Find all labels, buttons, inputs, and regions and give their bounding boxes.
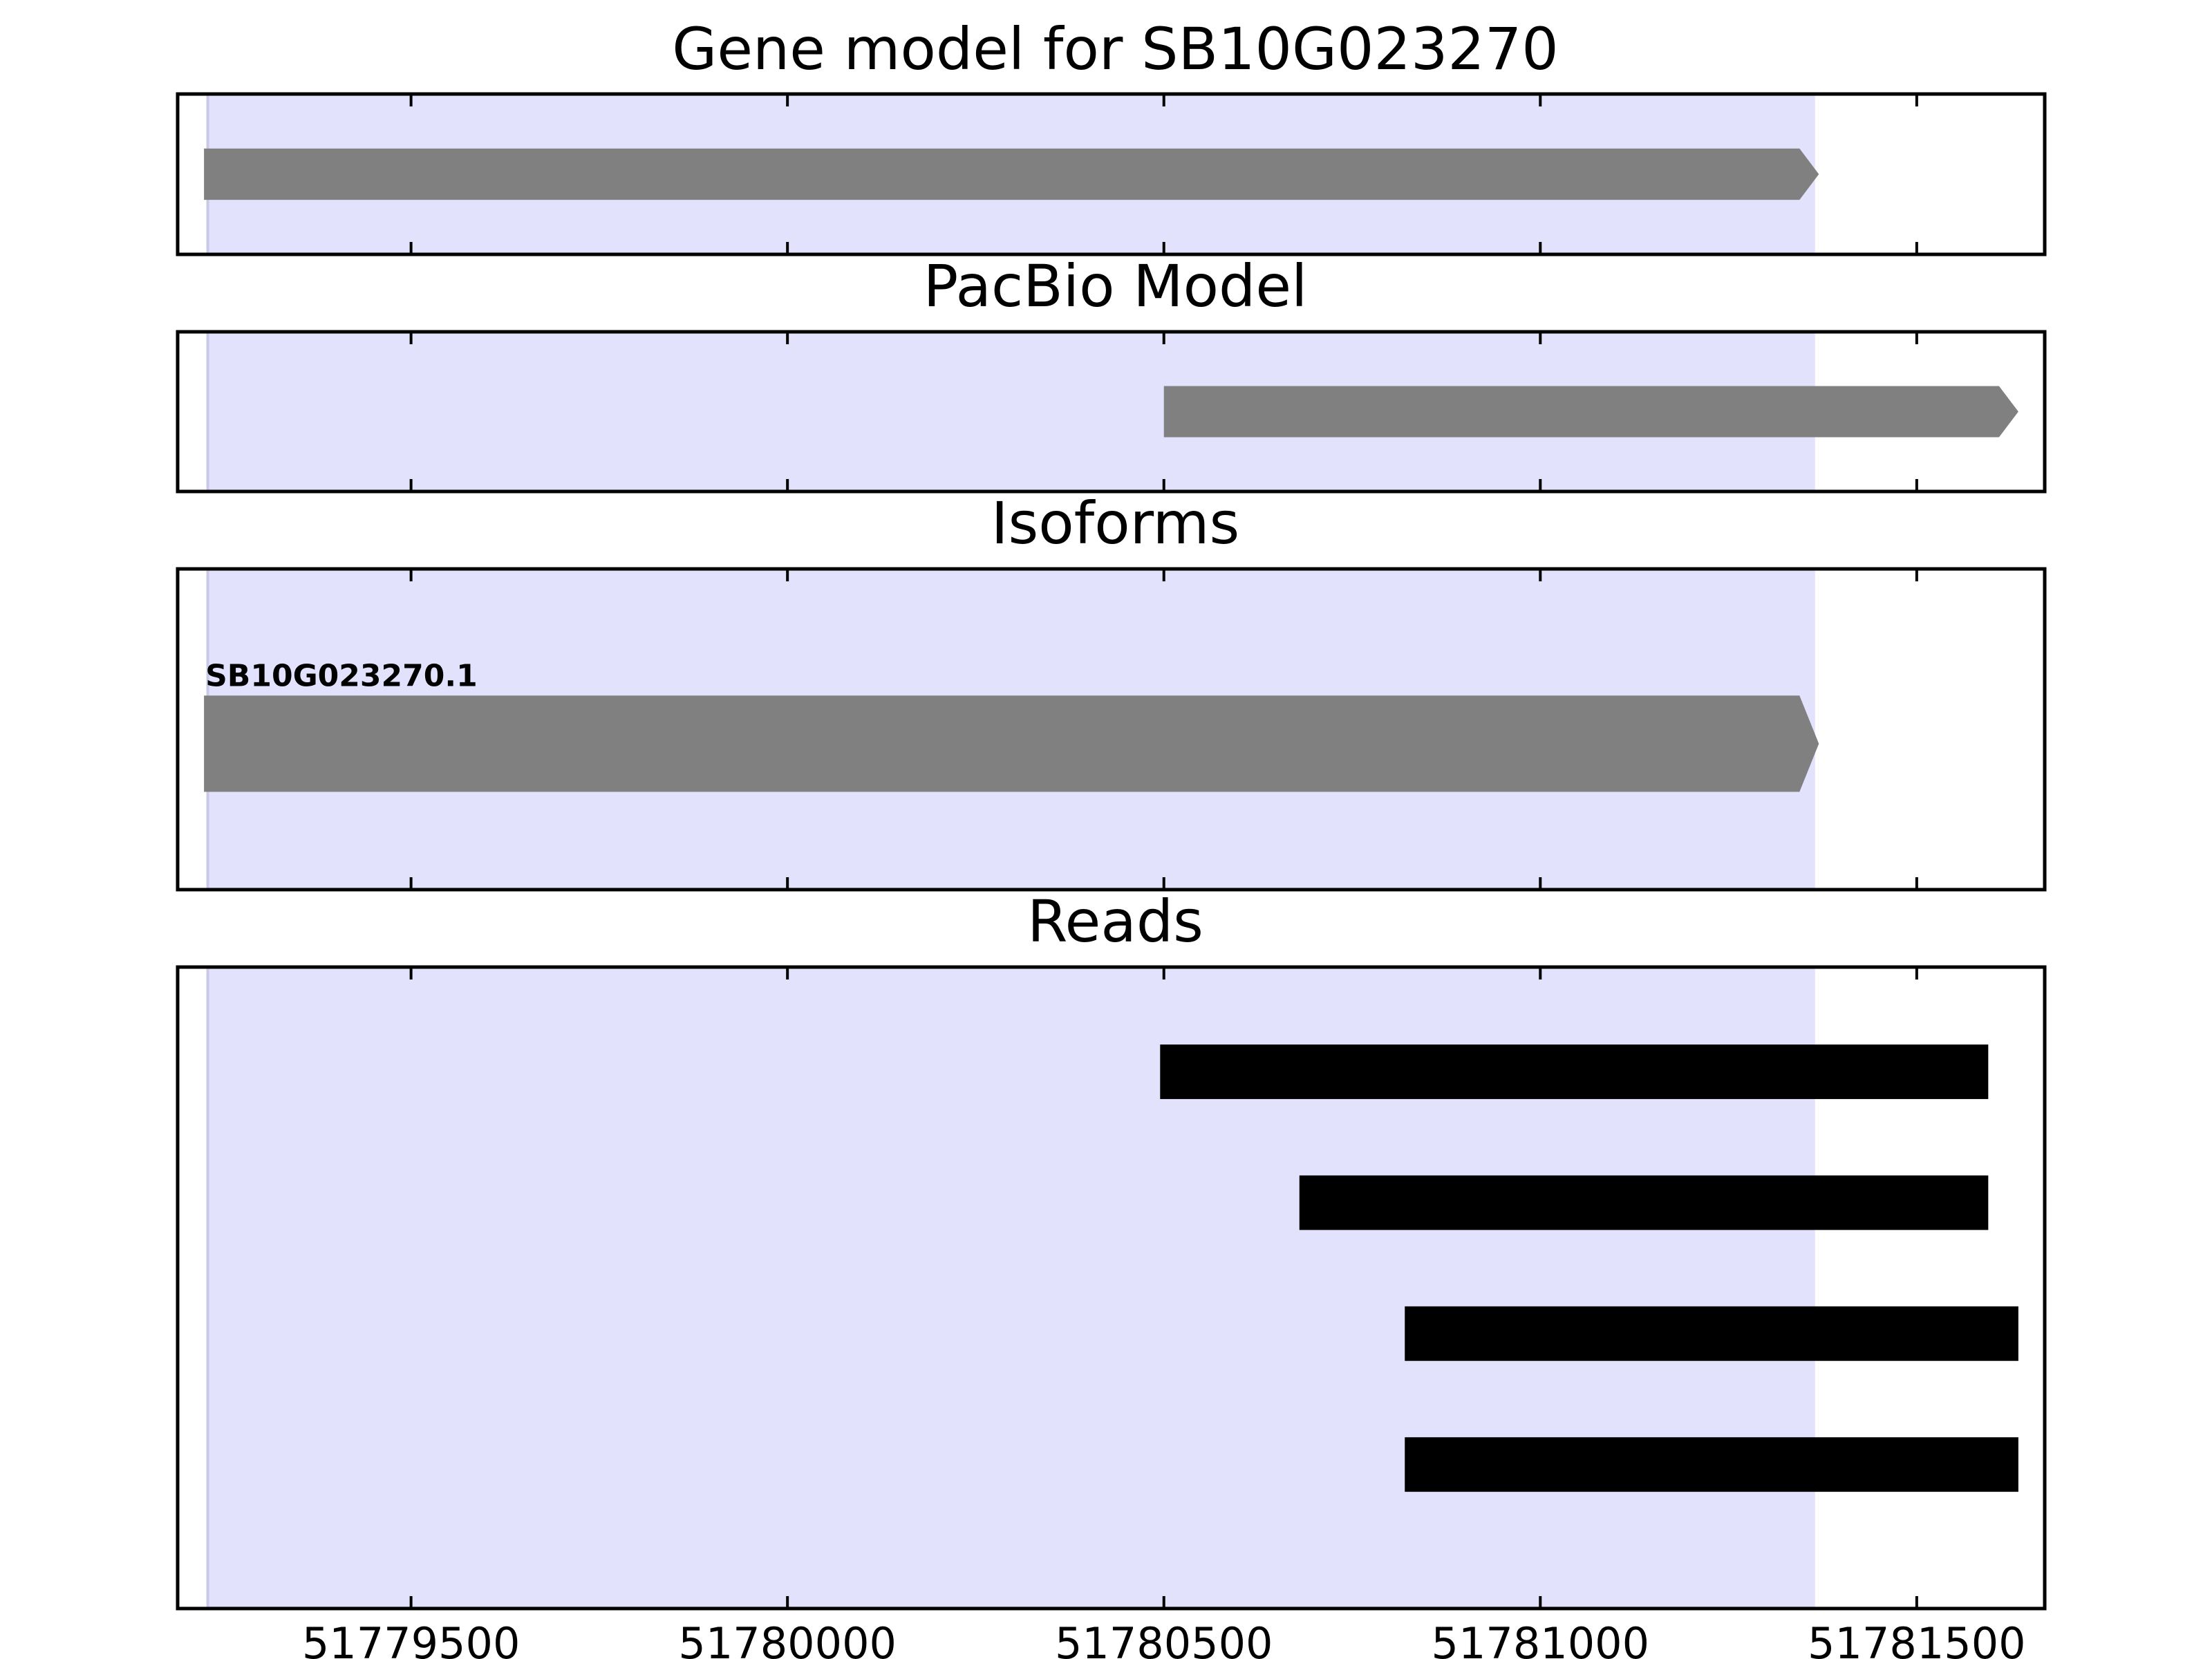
isoform-label: SB10G023270.1 [205, 658, 478, 693]
reads-read-2 [1405, 1306, 2018, 1361]
x-tick-label: 51780500 [1055, 1618, 1273, 1659]
reads-read-0 [1160, 1044, 1989, 1099]
gene_model-frame [176, 92, 2047, 256]
reads-panel: 51779500 51780000 51780500 51781000 51781500… [176, 888, 2047, 1659]
gene_model-title: Gene model for SB10G023270 [672, 15, 1558, 83]
reads-title: Reads [1027, 888, 1203, 955]
pacbio-panel: PacBio Model [176, 252, 2047, 494]
x-tick-label: 51779500 [302, 1618, 521, 1659]
reads-frame [176, 965, 2047, 1611]
reads-read-1 [1299, 1175, 1989, 1230]
pacbio-frame [176, 330, 2047, 494]
isoforms-feature-0 [204, 695, 1819, 792]
pacbio-feature-0 [1163, 386, 2018, 438]
x-tick-label: 51780000 [678, 1618, 897, 1659]
isoforms-frame [176, 567, 2047, 892]
gene_model-panel: Gene model for SB10G023270 [176, 15, 2047, 256]
x-tick-label: 51781000 [1432, 1618, 1650, 1659]
pacbio-title: PacBio Model [924, 252, 1308, 320]
x-tick-label: 51781500 [1808, 1618, 2026, 1659]
isoforms-panel: SB10G023270.1 Isoforms [176, 489, 2047, 892]
gene_model-feature-0 [204, 148, 1819, 200]
reads-read-3 [1405, 1437, 2018, 1492]
isoforms-title: Isoforms [991, 489, 1240, 557]
